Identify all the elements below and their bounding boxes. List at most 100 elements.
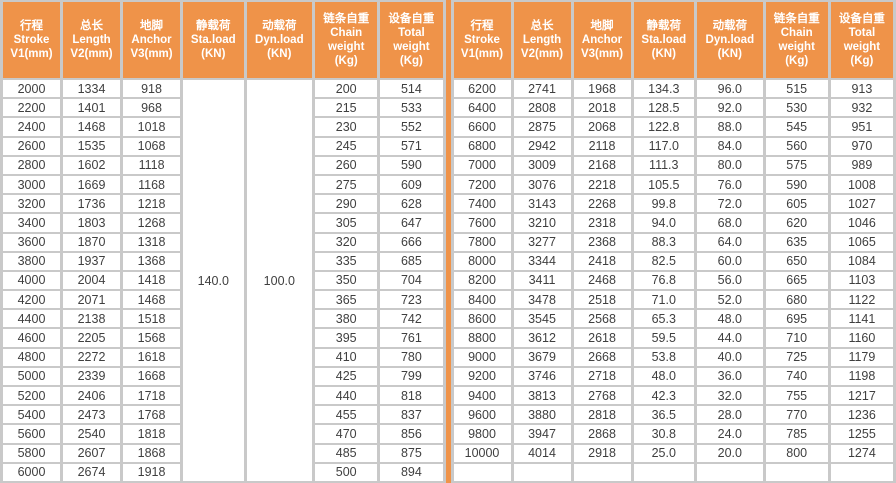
cell: 485 — [315, 444, 378, 462]
cell: 918 — [123, 80, 181, 98]
cell: 2674 — [63, 463, 121, 481]
cell: 755 — [765, 387, 828, 405]
cell: 4014 — [513, 444, 571, 462]
column-header: 静载荷 Sta.load (KN) — [633, 2, 694, 78]
cell: 1168 — [123, 175, 181, 194]
cell: 1027 — [830, 195, 893, 213]
cell: 875 — [380, 444, 443, 462]
cell: 8400 — [453, 291, 511, 309]
cell: 59.5 — [633, 329, 694, 347]
table-row: 5400 2473 1768 455 837 — [3, 406, 443, 424]
cell: 290 — [315, 195, 378, 213]
cell: 968 — [123, 99, 181, 117]
cell: 800 — [765, 444, 828, 462]
cell: 685 — [380, 252, 443, 270]
cell: 88.0 — [697, 118, 763, 136]
cell: 2741 — [513, 80, 571, 98]
table-row: 4200 2071 1468 365 723 — [3, 291, 443, 309]
cell: 2918 — [573, 444, 631, 462]
cell: 2942 — [513, 137, 571, 155]
cell: 837 — [380, 406, 443, 424]
table-row: 9000 3679 2668 53.8 40.0 725 1179 — [453, 348, 893, 366]
cell: 2138 — [63, 310, 121, 328]
table-row: 5000 2339 1668 425 799 — [3, 367, 443, 385]
cell: 1218 — [123, 195, 181, 213]
table-row: 8000 3344 2418 82.5 60.0 650 1084 — [453, 252, 893, 270]
cell: 3200 — [3, 195, 61, 213]
column-header: 动载荷 Dyn.load (KN) — [697, 2, 763, 78]
right-table-header: 行程 Stroke V1(mm) 总长 Length V2(mm) 地脚 Ancho… — [453, 2, 893, 78]
cell: 82.5 — [633, 252, 694, 270]
cell: 215 — [315, 99, 378, 117]
cell: 1918 — [123, 463, 181, 481]
cell: 7600 — [453, 214, 511, 232]
cell: 552 — [380, 118, 443, 136]
cell: 30.8 — [633, 425, 694, 443]
cell: 1274 — [830, 444, 893, 462]
cell: 470 — [315, 425, 378, 443]
cell: 3612 — [513, 329, 571, 347]
cell: 1518 — [123, 310, 181, 328]
cell: 780 — [380, 348, 443, 366]
cell: 1118 — [123, 156, 181, 174]
cell: 4400 — [3, 310, 61, 328]
cell: 785 — [765, 425, 828, 443]
cell: 533 — [380, 99, 443, 117]
cell: 1160 — [830, 329, 893, 347]
cell: 60.0 — [697, 252, 763, 270]
cell: 2218 — [573, 175, 631, 194]
cell: 1868 — [123, 444, 181, 462]
table-row: 4600 2205 1568 395 761 — [3, 329, 443, 347]
cell: 3880 — [513, 406, 571, 424]
cell: 1803 — [63, 214, 121, 232]
left-spec-table: 行程 Stroke V1(mm) 总长 Length V2(mm) 地脚 Ancho… — [0, 0, 446, 483]
cell: 725 — [765, 348, 828, 366]
cell: 2004 — [63, 271, 121, 290]
cell: 2400 — [3, 118, 61, 136]
cell: 99.8 — [633, 195, 694, 213]
cell: 2618 — [573, 329, 631, 347]
table-row: 3400 1803 1268 305 647 — [3, 214, 443, 232]
cell: 64.0 — [697, 233, 763, 251]
cell: 305 — [315, 214, 378, 232]
cell: 2068 — [573, 118, 631, 136]
cell: 1418 — [123, 271, 181, 290]
cell: 25.0 — [633, 444, 694, 462]
cell: 80.0 — [697, 156, 763, 174]
cell: 2468 — [573, 271, 631, 290]
cell: 3210 — [513, 214, 571, 232]
table-row: 9200 3746 2718 48.0 36.0 740 1198 — [453, 367, 893, 385]
cell: 1468 — [123, 291, 181, 309]
cell: 4600 — [3, 329, 61, 347]
cell: 65.3 — [633, 310, 694, 328]
cell: 704 — [380, 271, 443, 290]
cell: 6800 — [453, 137, 511, 155]
cell — [453, 463, 511, 481]
cell: 2168 — [573, 156, 631, 174]
table-row: 8600 3545 2568 65.3 48.0 695 1141 — [453, 310, 893, 328]
cell: 1401 — [63, 99, 121, 117]
cell: 68.0 — [697, 214, 763, 232]
cell: 9600 — [453, 406, 511, 424]
cell: 4200 — [3, 291, 61, 309]
cell: 2071 — [63, 291, 121, 309]
table-row: 6000 2674 1918 500 894 — [3, 463, 443, 481]
table-row: 7600 3210 2318 94.0 68.0 620 1046 — [453, 214, 893, 232]
column-header: 静载荷 Sta.load (KN) — [183, 2, 244, 78]
cell: 3813 — [513, 387, 571, 405]
cell: 6400 — [453, 99, 511, 117]
table-row: 2600 1535 1068 245 571 — [3, 137, 443, 155]
cell: 2800 — [3, 156, 61, 174]
column-header: 动载荷 Dyn.load (KN) — [246, 2, 313, 78]
cell: 3277 — [513, 233, 571, 251]
cell: 590 — [380, 156, 443, 174]
cell: 665 — [765, 271, 828, 290]
cell: 2318 — [573, 214, 631, 232]
column-header: 行程 Stroke V1(mm) — [453, 2, 511, 78]
cell: 1141 — [830, 310, 893, 328]
table-row: 4400 2138 1518 380 742 — [3, 310, 443, 328]
cell: 72.0 — [697, 195, 763, 213]
cell: 2272 — [63, 348, 121, 366]
cell: 1870 — [63, 233, 121, 251]
table-row: 4000 2004 1418 350 704 — [3, 271, 443, 290]
